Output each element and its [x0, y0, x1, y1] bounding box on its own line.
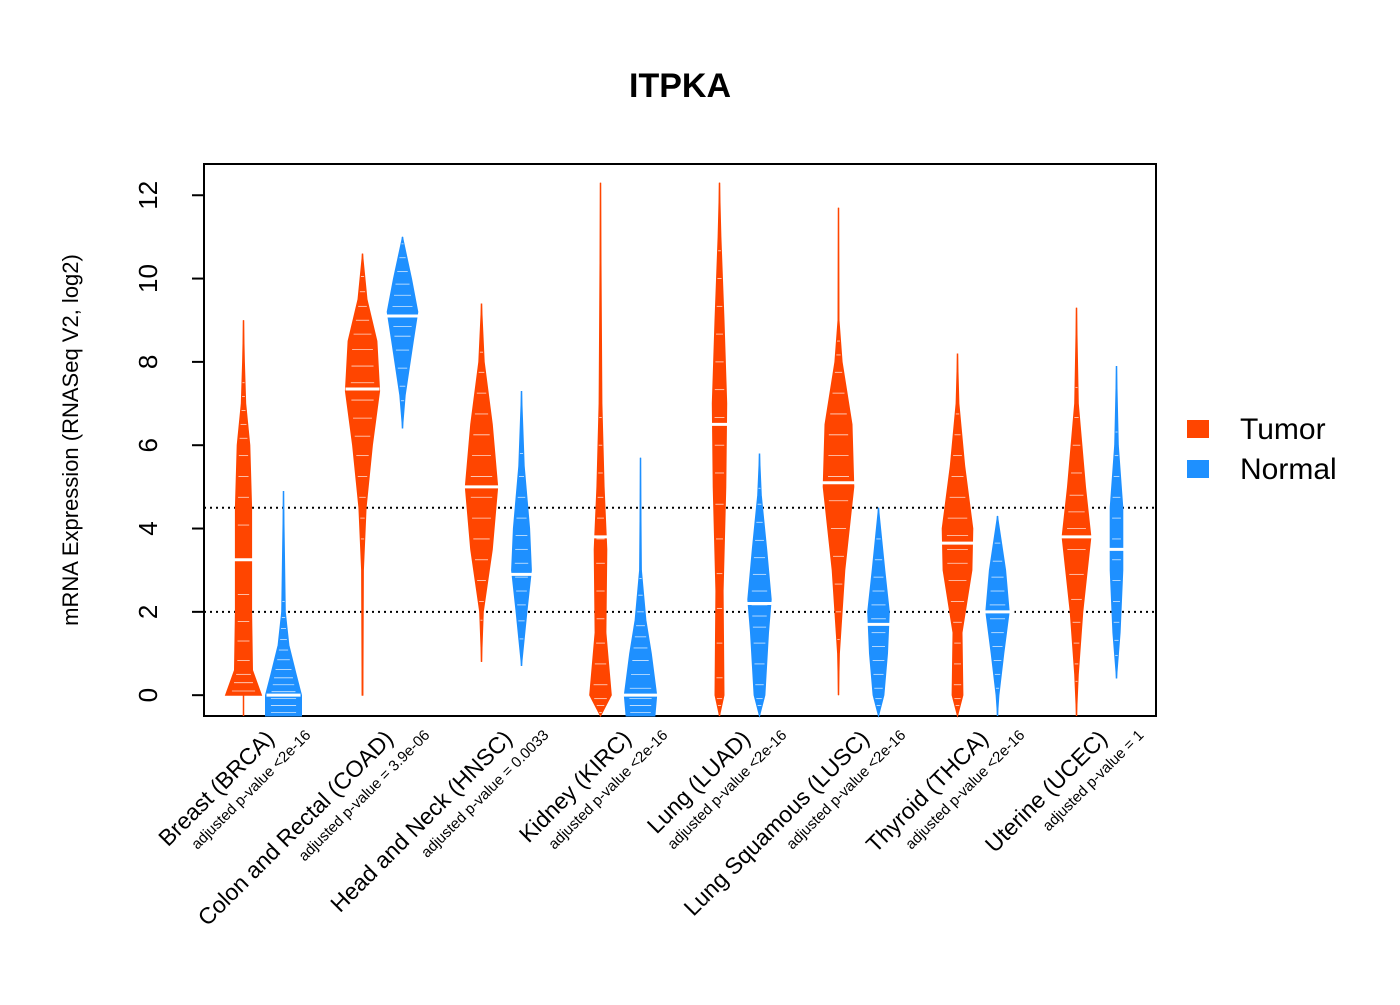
legend-label-tumor: Tumor: [1240, 413, 1326, 446]
y-tick-label: 12: [133, 181, 163, 210]
legend-swatch-normal: [1187, 460, 1209, 478]
legend-label-normal: Normal: [1240, 453, 1337, 486]
normal-violin: [386, 236, 419, 429]
normal-violin: [623, 457, 658, 717]
normal-violin: [265, 490, 302, 717]
tumor-violin: [464, 303, 499, 662]
normal-violin: [1109, 366, 1124, 679]
legend-swatch-tumor: [1187, 420, 1209, 438]
y-axis-label: mRNA Expression (RNASeq V2, log2): [58, 254, 83, 626]
tumor-violin: [822, 207, 855, 696]
tumor-violin: [589, 182, 612, 718]
y-tick-label: 2: [133, 605, 163, 619]
plot-frame: [203, 163, 1157, 717]
y-tick-label: 0: [133, 688, 163, 702]
y-tick-label: 8: [133, 355, 163, 369]
tumor-violin: [224, 320, 263, 696]
chart-title: ITPKA: [629, 67, 731, 105]
y-tick-label: 4: [133, 521, 163, 535]
tumor-violin: [711, 182, 728, 717]
y-tick-label: 10: [133, 264, 163, 293]
y-tick-label: 6: [133, 438, 163, 452]
normal-violin: [747, 453, 772, 718]
normal-violin: [985, 515, 1010, 717]
tumor-violin: [941, 353, 974, 718]
legend: Tumor Normal: [1187, 413, 1337, 486]
normal-violin: [511, 390, 532, 667]
normal-violin: [867, 507, 890, 718]
tumor-violin: [344, 253, 381, 696]
